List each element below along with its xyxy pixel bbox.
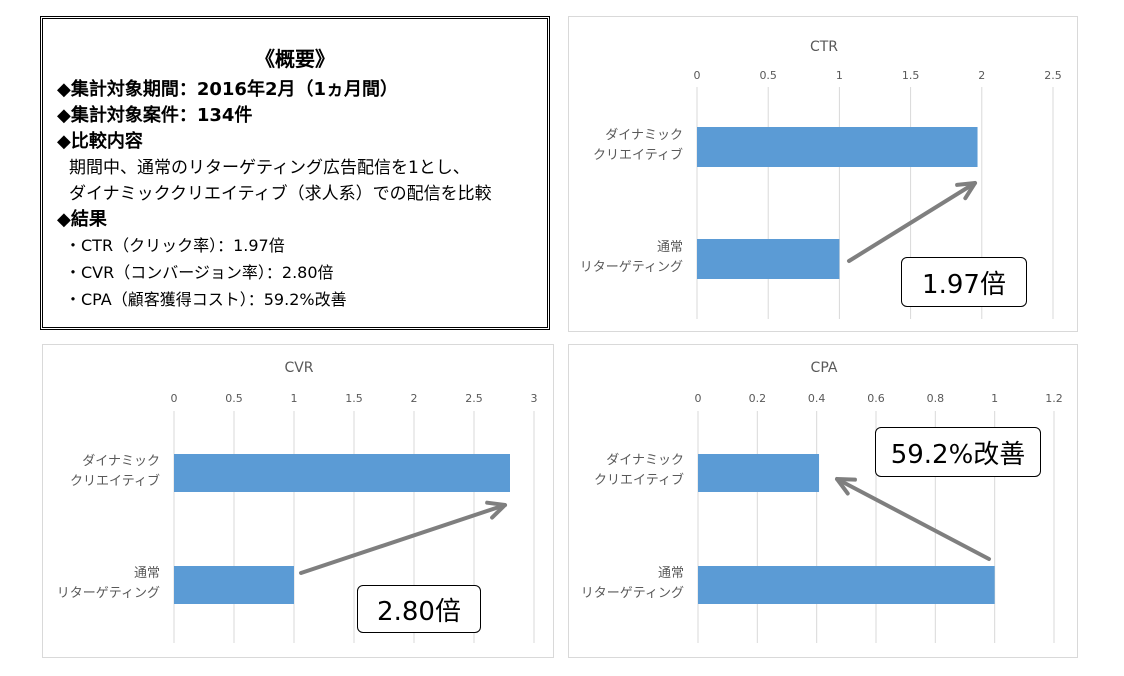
summary-result-cpa: ・CPA（顧客獲得コスト）：59.2%改善 [65,290,347,309]
cvr-arrow-head [485,500,507,520]
cvr-tick-label: 2.5 [465,392,483,405]
summary-period: ◆集計対象期間：2016年2月（1ヵ月間） [57,79,398,100]
cpa-chart-title: CPA [811,360,838,376]
summary-compare-text-1: 期間中、通常のリターゲティング広告配信を1とし、 [69,158,470,178]
summary-compare-heading: ◆比較内容 [57,131,143,152]
cpa-callout: 59.2%改善 [875,427,1041,477]
summary-result-ctr: ・CTR（クリック率）：1.97倍 [65,236,285,255]
cpa-category-label: 通常 [658,566,684,581]
cvr-chart: CVR 0 0.5 1 1.5 2 2.5 3 ダイナミック クリエイティブ 通常 リターゲティング … [42,344,554,658]
cpa-tick-label: 0 [695,392,702,405]
cpa-tick-label: 0.2 [749,392,767,405]
cvr-tick-label: 3 [531,392,538,405]
ctr-arrow-head [955,181,977,201]
cvr-tick-label: 1.5 [345,392,363,405]
cvr-arrow [299,503,507,575]
ctr-chart-title: CTR [810,39,838,55]
cvr-category-label: クリエイティブ [70,473,160,489]
cpa-tick-label: 1.2 [1045,392,1063,405]
cvr-tick-label: 1 [291,392,298,405]
cvr-callout: 2.80倍 [357,585,481,633]
cvr-chart-title: CVR [284,360,313,376]
ctr-tick-label: 0.5 [759,69,777,82]
ctr-category-label: 通常 [657,240,683,255]
cpa-chart: CPA 0 0.2 0.4 0.6 0.8 1 1.2 ダイナミッククリエイティブ通常リターゲテ… [568,344,1078,658]
ctr-tick-label: 1.5 [902,69,920,82]
ctr-category-label: クリエイティブ [593,147,683,163]
summary-compare-text-2: ダイナミッククリエイティブ（求人系）での配信を比較 [69,184,492,204]
cvr-category-label: ダイナミック [82,454,160,469]
summary-title: 《概要》 [255,47,335,71]
cpa-tick-label: 0.4 [808,392,826,405]
cpa-arrow-head [835,477,857,496]
cvr-bar [174,566,294,604]
cpa-tick-label: 1 [991,392,998,405]
ctr-tick-label: 2 [978,69,985,82]
cpa-category-label: リターゲティング [581,586,684,601]
cpa-chart-svg: CPA 0 0.2 0.4 0.6 0.8 1 1.2 ダイナミッククリエイティブ通常リターゲテ… [581,360,1063,643]
cpa-tick-label: 0.6 [867,392,885,405]
ctr-category-label: リターゲティング [580,260,683,275]
summary-result-heading: ◆結果 [57,209,107,230]
cpa-bar [698,454,820,492]
ctr-callout: 1.97倍 [901,257,1027,307]
cvr-tick-label: 0.5 [225,392,243,405]
summary-case-count: ◆集計対象案件：134件 [57,105,253,126]
ctr-arrow [847,181,977,263]
cvr-tick-label: 2 [411,392,418,405]
ctr-bar [697,239,840,279]
ctr-tick-label: 2.5 [1044,69,1062,82]
cvr-category-label: リターゲティング [57,586,160,601]
cvr-bar [174,454,510,492]
summary-result-cvr: ・CVR（コンバージョン率）：2.80倍 [65,263,334,282]
cpa-category-label: クリエイティブ [594,472,684,488]
ctr-category-label: ダイナミック [605,128,683,143]
cvr-category-label: 通常 [134,566,160,581]
ctr-chart: CTR 0 0.5 1 1.5 2 2.5 ダイナミッククリエイティブ通常リターゲティング 1… [568,16,1078,332]
cpa-arrow [835,477,991,561]
ctr-tick-label: 1 [836,69,843,82]
cvr-tick-label: 0 [171,392,178,405]
ctr-bar [697,127,978,167]
summary-box: 《概要》 ◆集計対象期間：2016年2月（1ヵ月間） ◆集計対象案件：134件 … [40,16,550,330]
cpa-bar [698,566,995,604]
cpa-tick-label: 0.8 [927,392,945,405]
cpa-category-label: ダイナミック [606,453,684,468]
ctr-tick-label: 0 [694,69,701,82]
